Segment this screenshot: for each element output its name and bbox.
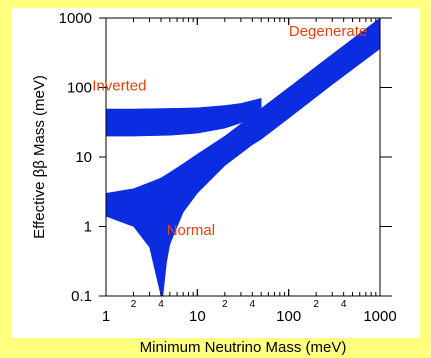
x-minor-tick-label: 2 (131, 299, 137, 310)
annotation-inverted: Inverted (92, 78, 146, 95)
y-tick-label: 1 (84, 219, 92, 236)
x-minor-tick-label: 2 (313, 299, 319, 310)
x-tick-label: 1 (102, 308, 110, 325)
annotation-degenerate: Degenerate (289, 23, 367, 40)
x-minor-tick-label: 4 (158, 299, 164, 310)
x-axis-label: Minimum Neutrino Mass (meV) (140, 339, 347, 356)
y-axis-label: Effective ββ Mass (meV) (31, 75, 48, 239)
annotations-layer: Degenerate Inverted Normal (92, 23, 367, 239)
tick-labels: 1 10 100 1000 2 4 2 4 2 4 0.1 1 10 100 1000 (59, 10, 397, 325)
x-tick-label: 100 (276, 308, 301, 325)
annotation-normal: Normal (167, 222, 215, 239)
y-tick-label: 1000 (59, 10, 92, 27)
x-tick-label: 10 (189, 308, 206, 325)
axis-ticks (99, 17, 392, 297)
y-tick-label: 100 (67, 80, 92, 97)
x-minor-tick-label: 2 (222, 299, 228, 310)
x-tick-label: 1000 (363, 308, 396, 325)
y-tick-label: 0.1 (71, 288, 92, 305)
x-minor-tick-label: 4 (250, 299, 256, 310)
y-tick-label: 10 (75, 149, 92, 166)
x-minor-tick-label: 4 (341, 299, 347, 310)
